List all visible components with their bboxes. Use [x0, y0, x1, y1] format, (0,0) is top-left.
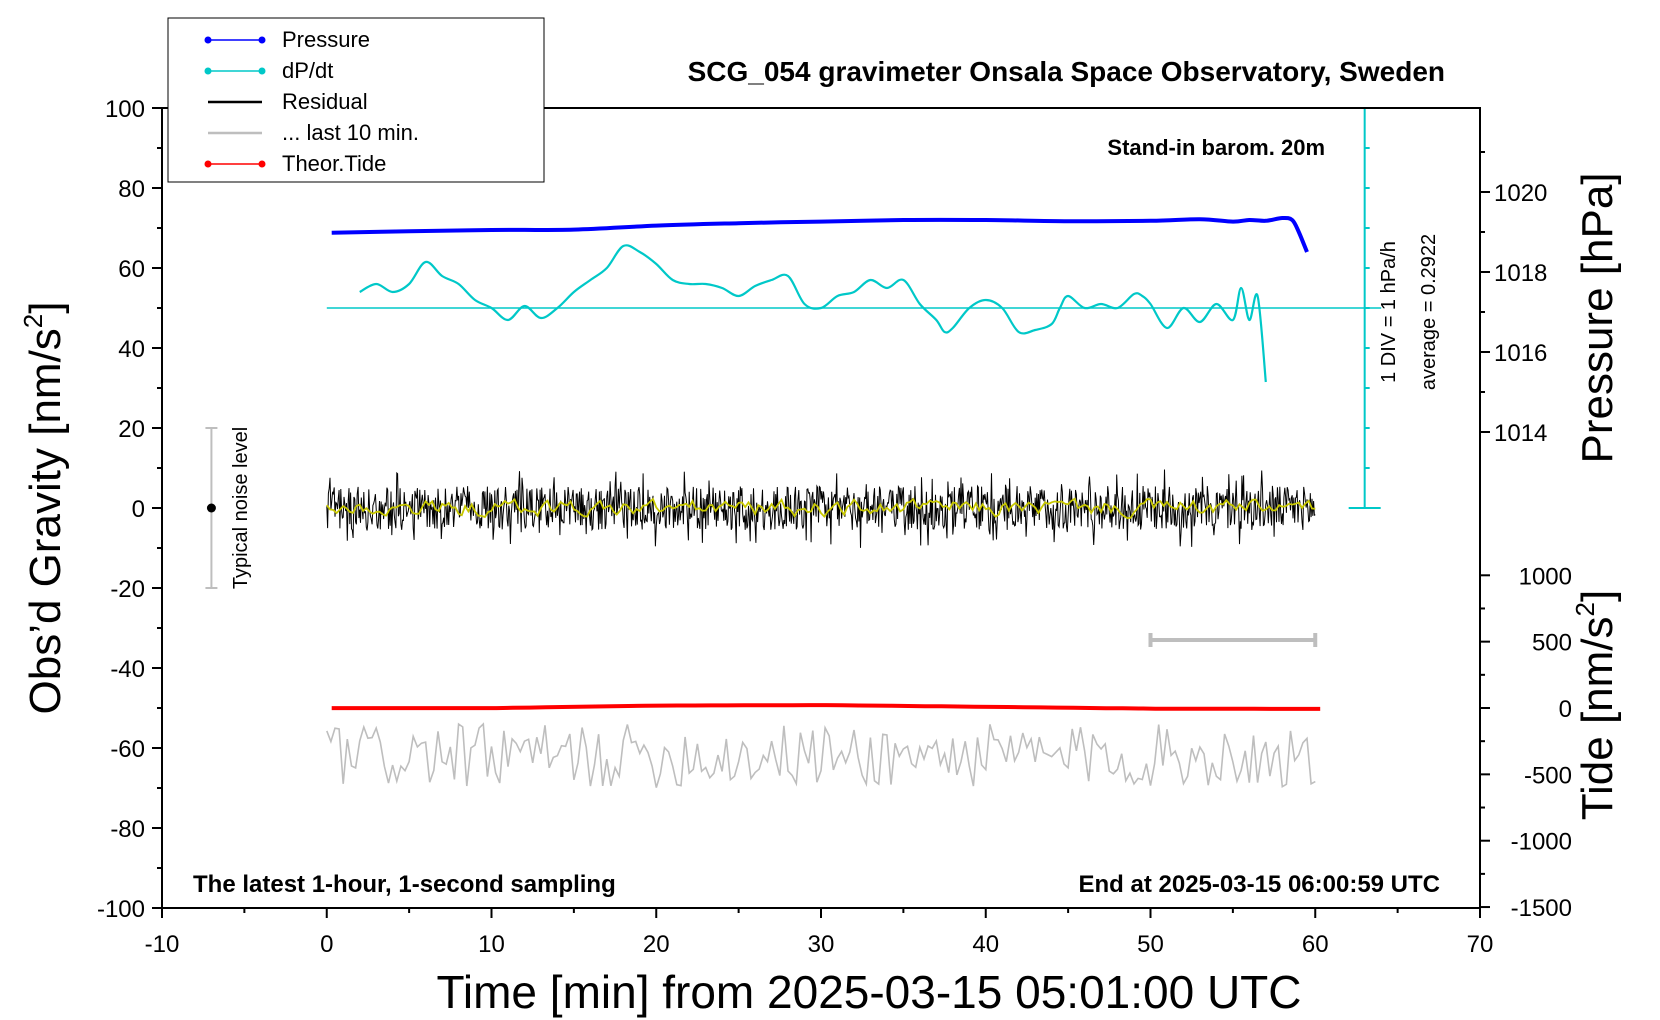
y-left-tick-label: -20 — [110, 576, 145, 603]
legend-label: Residual — [282, 89, 368, 114]
legend: Pressure dP/dt Residual ... last 10 min. The… — [167, 17, 545, 183]
legend-marker — [204, 160, 212, 168]
dpdt-series — [359, 244, 1267, 383]
y-left-tick-label: -100 — [97, 896, 145, 923]
div-scale-label: 1 DIV = 1 hPa/h — [1378, 241, 1400, 383]
y-left-tick-label: 20 — [118, 416, 145, 443]
x-tick-label: -10 — [145, 931, 180, 958]
theoretical-tide-series — [331, 703, 1321, 711]
legend-label: Pressure — [282, 27, 370, 52]
pressure-series — [331, 215, 1309, 253]
y-left-tick-label: 0 — [132, 496, 145, 523]
x-tick-label: 70 — [1467, 931, 1494, 958]
x-axis-label: Time [min] from 2025-03-15 05:01:00 UTC — [437, 966, 1302, 1018]
stand-in-barometer-note: Stand-in barom. 20m — [1107, 135, 1325, 160]
legend-marker — [204, 36, 212, 44]
end-time-note: End at 2025-03-15 06:00:59 UTC — [1079, 871, 1441, 898]
x-tick-label: 40 — [972, 931, 999, 958]
last-10-min-series — [326, 722, 1316, 789]
average-label: average = 0.2922 — [1418, 234, 1440, 390]
x-tick-label: 30 — [808, 931, 835, 958]
x-tick-label: 20 — [643, 931, 670, 958]
y-axis-tide-label: Tide [nm/s2] — [1570, 590, 1622, 820]
x-tick-label: 10 — [478, 931, 505, 958]
y-left-tick-label: 80 — [118, 176, 145, 203]
sampling-note: The latest 1-hour, 1-second sampling — [193, 871, 616, 898]
legend-items: Pressure dP/dt Residual ... last 10 min. The… — [204, 27, 419, 176]
y-tide-tick-label: -1000 — [1511, 829, 1572, 856]
y-pressure-tick-label: 1014 — [1494, 420, 1547, 447]
noise-level-label: Typical noise level — [230, 427, 252, 589]
axes-layer: -10 0 10 20 30 40 50 60 70100806040200-20-40-60-… — [97, 96, 1572, 958]
noise-level-center-dot — [206, 503, 216, 513]
y-left-tick-label: 40 — [118, 336, 145, 363]
legend-marker — [258, 160, 266, 168]
y-axis-pressure-label: Pressure [hPa] — [1573, 172, 1622, 463]
y-left-tick-label: 100 — [105, 96, 145, 123]
y-left-tick-label: 60 — [118, 256, 145, 283]
y-pressure-tick-label: 1018 — [1494, 260, 1547, 287]
y-left-tick-label: -40 — [110, 656, 145, 683]
legend-marker — [258, 36, 266, 44]
chart-title: SCG_054 gravimeter Onsala Space Observat… — [688, 56, 1445, 87]
data-layer — [205, 107, 1382, 789]
legend-box — [167, 17, 545, 183]
y-tide-tick-label: 1000 — [1519, 563, 1572, 590]
legend-marker — [204, 67, 212, 75]
x-tick-label: 0 — [320, 931, 333, 958]
legend-marker — [258, 67, 266, 75]
y-axis-left-label: Obs’d Gravity [nm/s2] — [18, 301, 70, 714]
y-left-tick-label: -60 — [110, 736, 145, 763]
y-tide-tick-label: -1500 — [1511, 895, 1572, 922]
y-tide-tick-label: 500 — [1532, 630, 1572, 657]
legend-label: ... last 10 min. — [282, 120, 419, 145]
legend-label: Theor.Tide — [282, 151, 386, 176]
y-pressure-tick-label: 1016 — [1494, 340, 1547, 367]
y-tide-tick-label: -500 — [1524, 762, 1572, 789]
x-tick-label: 50 — [1137, 931, 1164, 958]
y-tide-tick-label: 0 — [1559, 696, 1572, 723]
legend-label: dP/dt — [282, 58, 333, 83]
y-left-tick-label: -80 — [110, 816, 145, 843]
y-pressure-tick-label: 1020 — [1494, 180, 1547, 207]
residual-smoothed-series — [326, 497, 1316, 520]
x-tick-label: 60 — [1302, 931, 1329, 958]
